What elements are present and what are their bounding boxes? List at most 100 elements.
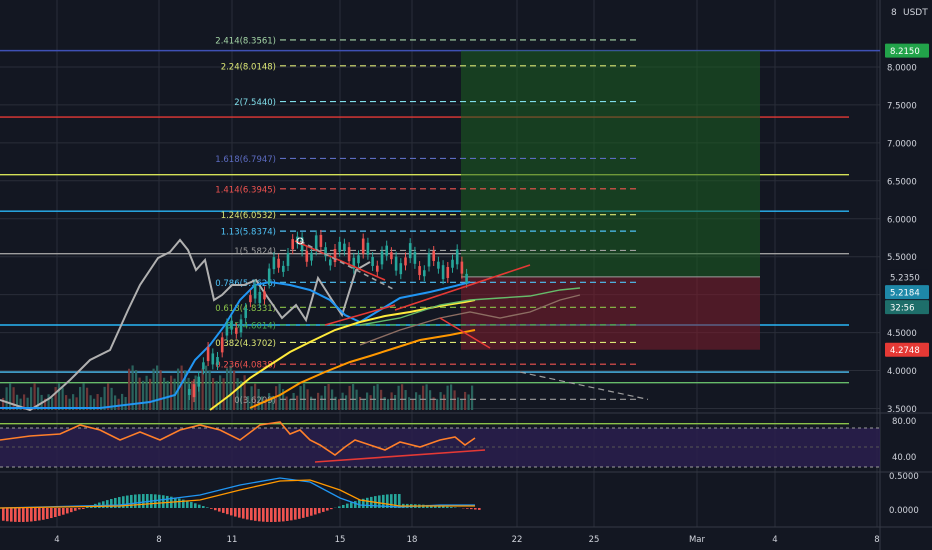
macd-hist-25 <box>102 501 105 508</box>
volume-bar-90 <box>317 392 320 410</box>
volume-bar-128 <box>450 384 453 410</box>
volume-bar-110 <box>387 398 390 410</box>
volume-bar-0 <box>2 397 5 410</box>
volume-bar-3 <box>12 387 15 410</box>
time-axis[interactable]: 4 8 11 15 18 22 25 Mar 4 8 <box>54 535 879 545</box>
fib-label-3: 1.618(6.7947) <box>215 155 276 165</box>
candle-body-9 <box>230 320 233 330</box>
macd-hist-46 <box>186 500 189 508</box>
macd-hist-31 <box>126 495 129 508</box>
macd-hist-87 <box>350 502 353 508</box>
fib-label-12: 0.236(4.0838) <box>215 361 276 371</box>
price-badge-bg-4 <box>885 342 929 357</box>
volume-bar-100 <box>352 384 355 410</box>
rsi-line <box>0 421 476 456</box>
volume-bar-116 <box>408 397 411 410</box>
rsi-tick-0: 80.00 <box>892 417 916 427</box>
macd-hist-89 <box>358 499 361 508</box>
candle-body-58 <box>460 261 464 274</box>
candle-body-49 <box>418 266 421 276</box>
volume-bar-133 <box>467 394 470 410</box>
macd-hist-14 <box>58 508 61 516</box>
candle-body-46 <box>404 257 407 266</box>
macd-hist-99 <box>398 494 401 508</box>
time-label-1: 8 <box>156 535 161 545</box>
time-label-4: 18 <box>407 535 418 545</box>
volume-bar-39 <box>138 377 141 410</box>
volume-bar-73 <box>257 388 260 410</box>
macd-hist-65 <box>262 508 265 522</box>
candle-body-28 <box>319 234 323 247</box>
macd-tick-1: 0.0000 <box>889 506 919 516</box>
candle-body-5 <box>211 353 215 365</box>
volume-bar-68 <box>240 380 243 410</box>
macd-hist-94 <box>378 495 381 508</box>
candle-body-33 <box>343 243 346 251</box>
candle-body-10 <box>235 327 238 334</box>
candle-body-51 <box>427 253 431 267</box>
triangle-bottom <box>324 304 396 326</box>
volume-bar-4 <box>16 394 19 410</box>
volume-bar-5 <box>19 398 22 410</box>
volume-bar-32 <box>114 395 117 410</box>
volume-bar-127 <box>446 385 449 410</box>
macd-hist-72 <box>290 508 293 521</box>
volume-bar-29 <box>103 386 106 410</box>
volume-bar-38 <box>135 370 138 410</box>
volume-bar-22 <box>79 386 82 410</box>
rsi-indicator <box>0 421 486 463</box>
candle-body-40 <box>376 265 379 272</box>
macd-hist-56 <box>226 508 229 515</box>
volume-bar-47 <box>166 380 169 410</box>
macd-hist-18 <box>74 508 77 511</box>
volume-bar-48 <box>170 375 173 410</box>
long-position-tool[interactable] <box>461 50 760 350</box>
candle-body-59 <box>465 273 468 283</box>
volume-bar-83 <box>292 392 295 410</box>
volume-bar-131 <box>460 398 463 410</box>
volume-bar-51 <box>180 365 183 410</box>
indicator-lines <box>0 238 581 412</box>
volume-bar-134 <box>471 385 474 410</box>
macd-hist-91 <box>366 497 369 508</box>
price-tick-8: 4.0000 <box>887 367 917 377</box>
macd-hist-32 <box>130 494 133 508</box>
price-badge-bg-1 <box>885 269 929 284</box>
volume-bar-52 <box>184 370 187 410</box>
volume-bar-31 <box>110 387 113 410</box>
volume-bar-13 <box>47 394 50 410</box>
volume-bar-106 <box>373 385 376 410</box>
candle-body-17 <box>267 268 271 284</box>
candle-body-54 <box>441 265 445 280</box>
trendline-drawings[interactable] <box>294 237 531 349</box>
fib-label-10: 0.5(4.6014) <box>226 321 276 331</box>
volume-bar-19 <box>68 398 71 410</box>
volume-bar-45 <box>159 370 162 410</box>
macd-hist-78 <box>314 508 317 515</box>
candle-body-3 <box>202 362 205 370</box>
candle-body-20 <box>282 265 285 272</box>
target-zone <box>461 50 760 277</box>
volume-bar-91 <box>320 395 323 410</box>
volume-bar-97 <box>341 392 344 410</box>
candle-body-48 <box>413 251 417 264</box>
macd-hist-81 <box>326 508 329 511</box>
price-scale[interactable]: 8.00007.50007.00006.50006.00005.50005.00… <box>885 43 929 516</box>
macd-hist-11 <box>46 508 49 519</box>
candle-body-43 <box>390 252 393 260</box>
volume-bar-7 <box>26 397 29 410</box>
fibonacci-extension[interactable]: 2.414(8.3561) 2.24(8.0148) 2(7.5440) 1.618(… <box>215 36 649 406</box>
macd-hist-111 <box>446 506 449 508</box>
macd-hist-55 <box>222 508 225 513</box>
macd-hist-77 <box>310 508 313 516</box>
volume-bar-122 <box>429 390 432 410</box>
volume-bar-99 <box>348 385 351 410</box>
volume-bar-113 <box>397 385 400 410</box>
volume-bar-84 <box>296 395 299 410</box>
volume-bar-103 <box>362 398 365 410</box>
candle-body-44 <box>394 256 398 271</box>
macd-hist-82 <box>330 508 333 510</box>
time-label-9: 8 <box>874 535 879 545</box>
candle-body-13 <box>249 295 252 303</box>
